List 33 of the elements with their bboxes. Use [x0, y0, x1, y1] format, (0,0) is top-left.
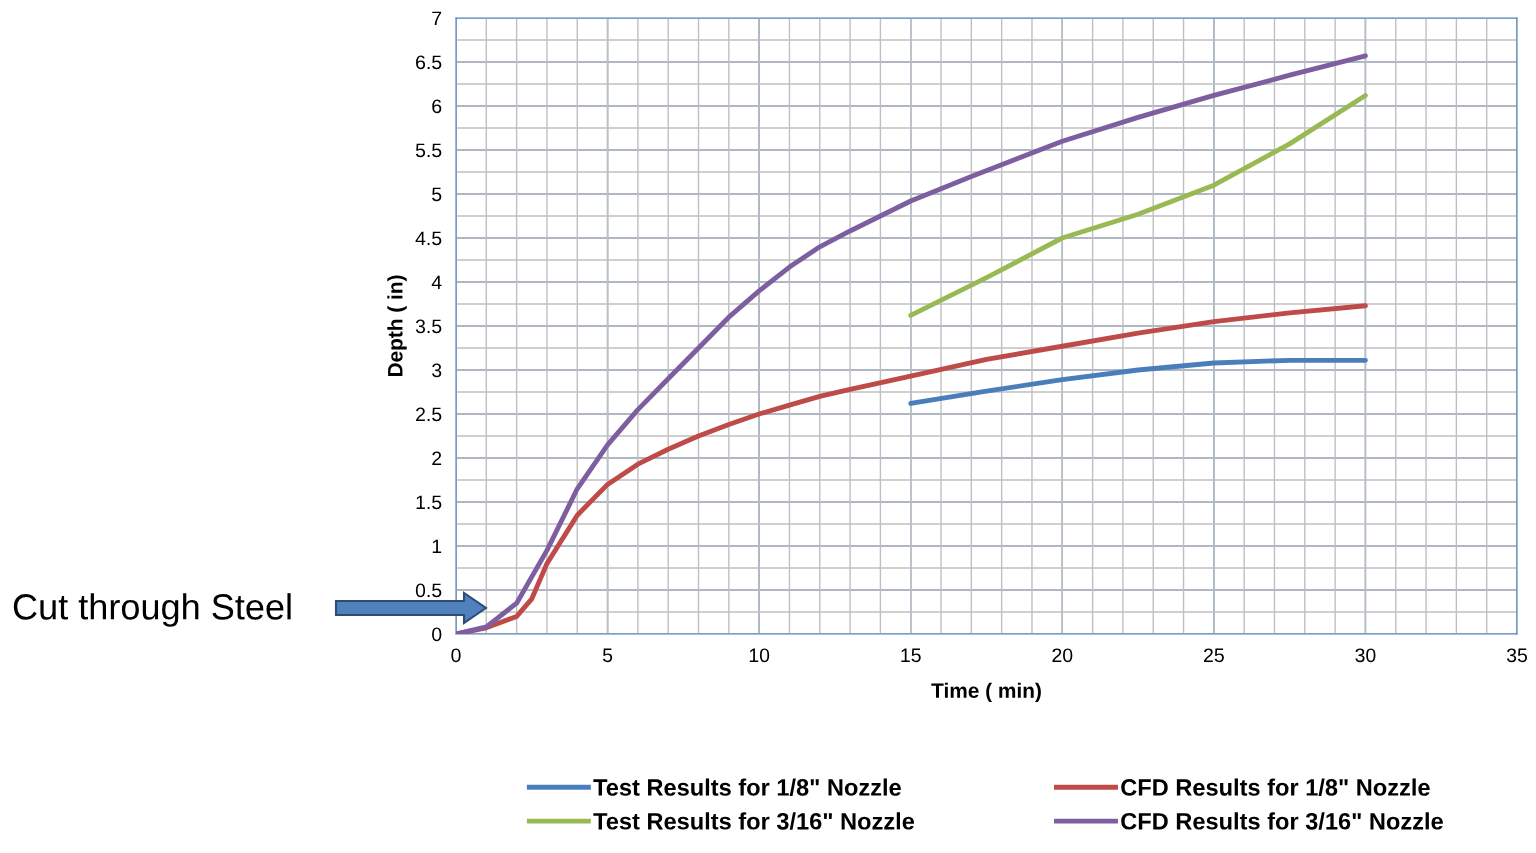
legend-label: CFD Results for 3/16" Nozzle	[1121, 812, 1443, 830]
x-tick-label: 15	[901, 648, 921, 663]
x-tick-label: 35	[1506, 648, 1527, 663]
y-axis-title: Depth ( in)	[387, 275, 407, 377]
y-tick-label: 6.5	[416, 55, 442, 70]
y-tick-label: 5.5	[415, 143, 442, 158]
text: Cut through Steel	[13, 593, 291, 627]
legend-label: CFD Results for 1/8" Nozzle	[1121, 778, 1430, 797]
legend-label: Test Results for 1/8" Nozzle	[593, 778, 901, 797]
y-tick-label: 2.5	[416, 407, 442, 422]
y-tick-label: 7	[432, 11, 442, 26]
legend-label: Test Results for 3/16" Nozzle	[593, 812, 915, 830]
y-tick-label: 5	[432, 187, 442, 202]
x-tick-label: 25	[1204, 648, 1224, 663]
line-series	[456, 53, 1368, 634]
y-tick-label: 4	[431, 275, 442, 290]
x-axis-title: Time ( min)	[931, 682, 1041, 703]
y-tick-label: 6	[432, 99, 442, 114]
y-tick-label: 2	[432, 451, 442, 466]
y-tick-label: 1.5	[416, 495, 442, 510]
line-series	[908, 93, 1368, 318]
x-tick-label: 0	[451, 648, 461, 663]
x-tick-label: 20	[1052, 648, 1073, 663]
x-tick-label: 30	[1355, 648, 1376, 663]
y-tick-label: 0.5	[415, 583, 442, 598]
y-tick-label: 0	[432, 627, 442, 642]
x-tick-label: 10	[749, 648, 770, 663]
y-tick-label: 3	[432, 363, 442, 378]
y-tick-label: 3.5	[415, 319, 442, 334]
line-series	[908, 357, 1368, 406]
y-tick-label: 4.5	[415, 231, 442, 246]
x-tick-label: 5	[602, 648, 613, 663]
y-tick-label: 1	[432, 539, 442, 554]
